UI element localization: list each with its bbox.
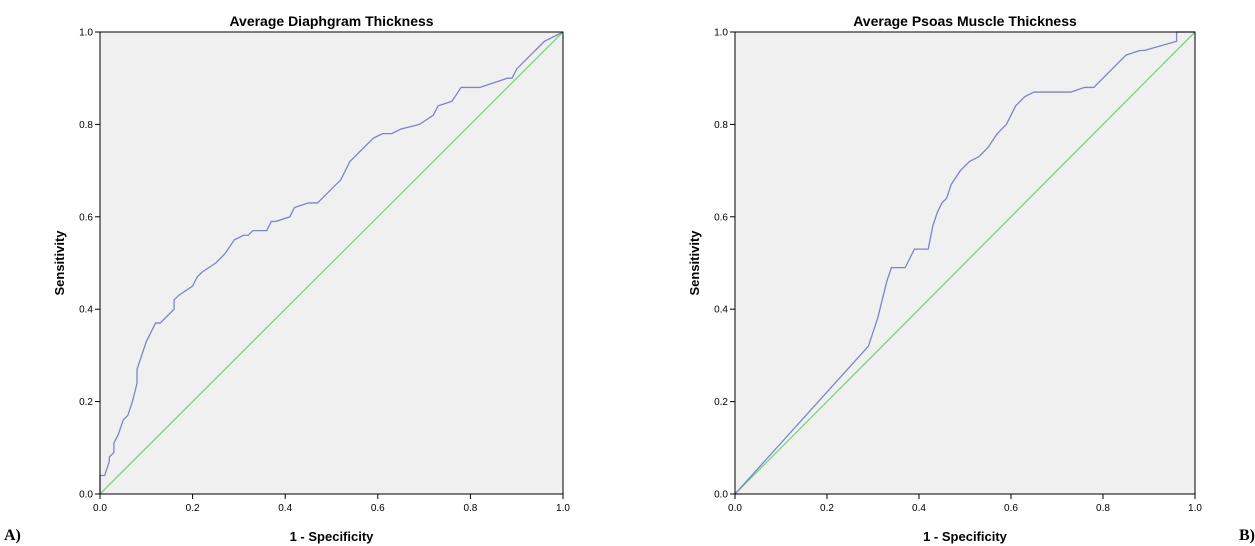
y-tick-label: 0.8 bbox=[714, 120, 728, 131]
x-tick-label: 0.8 bbox=[463, 503, 477, 514]
chart-panel: Average Psoas Muscle Thickness 0.0 0.2 0.4 0… bbox=[687, 13, 1255, 544]
y-tick-label: 0.8 bbox=[79, 120, 93, 131]
x-tick-label: 0.0 bbox=[93, 503, 107, 514]
plot-frame bbox=[99, 31, 564, 495]
y-axis-label: Sensitivity bbox=[687, 230, 702, 296]
y-tick-label: 1.0 bbox=[79, 28, 93, 39]
x-tick-label: 1.0 bbox=[1188, 503, 1202, 514]
chart-title: Average Diaphgram Thickness bbox=[229, 13, 433, 29]
x-tick-label: 0.8 bbox=[1096, 503, 1110, 514]
x-tick-label: 0.6 bbox=[371, 503, 385, 514]
roc-curve bbox=[734, 31, 1195, 495]
chart-title: Average Psoas Muscle Thickness bbox=[853, 13, 1077, 29]
y-tick-label: 0.4 bbox=[79, 305, 93, 316]
roc-curve bbox=[99, 31, 564, 494]
y-tick-label: 0.2 bbox=[714, 397, 728, 408]
x-tick-label: 0.4 bbox=[278, 503, 292, 514]
x-axis-label: 1 - Specificity bbox=[290, 529, 375, 544]
panel-label: B) bbox=[1239, 527, 1255, 544]
y-tick-label: 1.0 bbox=[714, 28, 728, 39]
x-tick-label: 0.4 bbox=[912, 503, 926, 514]
y-tick-label: 0.6 bbox=[714, 212, 728, 223]
y-tick-label: 0.2 bbox=[79, 397, 93, 408]
reference-line bbox=[99, 31, 564, 495]
panel-label: A) bbox=[4, 527, 21, 544]
x-tick-label: 0.6 bbox=[1004, 503, 1018, 514]
chart-panel: Average Diaphgram Thickness 0.0 0.2 0.4 0.6 0… bbox=[4, 13, 570, 544]
x-axis-label: 1 - Specificity bbox=[923, 529, 1008, 544]
x-tick-label: 0.2 bbox=[820, 503, 834, 514]
plot-frame bbox=[734, 31, 1196, 495]
reference-line bbox=[734, 31, 1196, 495]
x-tick-label: 1.0 bbox=[556, 503, 570, 514]
x-tick-label: 0.2 bbox=[186, 503, 200, 514]
x-tick-label: 0.0 bbox=[728, 503, 742, 514]
y-tick-label: 0.0 bbox=[714, 490, 728, 501]
y-tick-label: 0.6 bbox=[79, 212, 93, 223]
y-tick-label: 0.0 bbox=[79, 490, 93, 501]
y-tick-label: 0.4 bbox=[714, 305, 728, 316]
y-axis-label: Sensitivity bbox=[52, 230, 67, 296]
